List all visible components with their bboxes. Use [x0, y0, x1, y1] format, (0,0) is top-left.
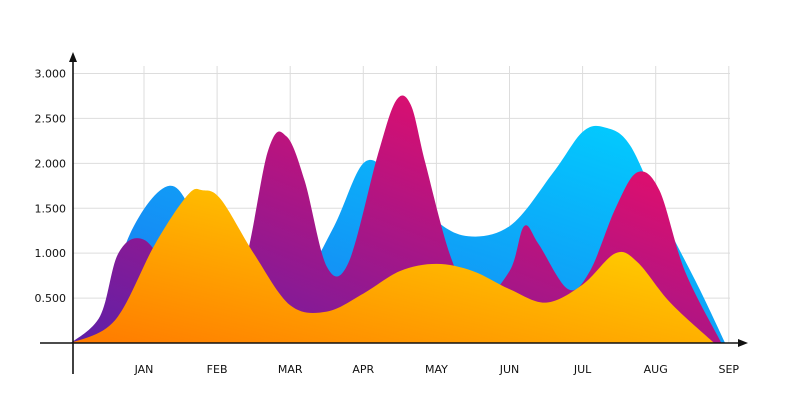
axis-layer: [40, 52, 748, 374]
x-axis-arrow-icon: [738, 339, 748, 347]
x-tick-label: APR: [352, 363, 374, 376]
y-tick-label: 1.000: [35, 247, 67, 260]
x-tick-label: FEB: [207, 363, 228, 376]
x-tick-label: JUN: [499, 363, 520, 376]
y-tick-label: 3.000: [35, 68, 67, 81]
y-tick-label: 2.000: [35, 157, 67, 170]
area-series-2: [70, 95, 722, 344]
tick-label-layer: 0.500 1.000 1.500 2.000 2.500 3.000 JAN FEB MAR A…: [35, 68, 740, 377]
y-tick-label: 1.500: [35, 202, 67, 215]
y-axis-arrow-icon: [69, 52, 77, 62]
x-tick-label: JAN: [134, 363, 154, 376]
x-tick-label: SEP: [719, 363, 740, 376]
x-tick-label: MAR: [278, 363, 303, 376]
x-tick-label: JUL: [573, 363, 592, 376]
x-tick-label: MAY: [425, 363, 448, 376]
series-layer: [70, 95, 726, 344]
area-series-3: [70, 188, 715, 343]
y-tick-label: 0.500: [35, 292, 67, 305]
x-tick-label: AUG: [644, 363, 668, 376]
y-tick-label: 2.500: [35, 112, 67, 125]
